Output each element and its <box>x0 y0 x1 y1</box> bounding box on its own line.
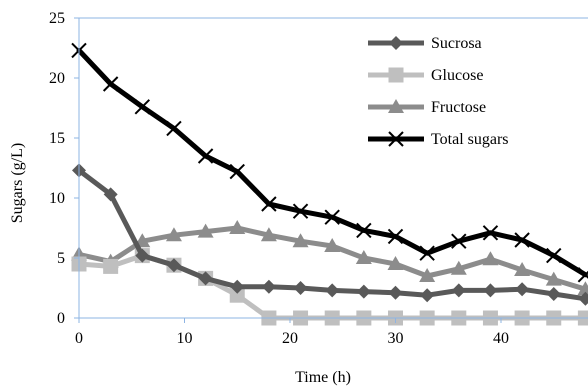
y-tick-label: 10 <box>49 190 65 207</box>
x-tick-label: 30 <box>388 330 404 347</box>
data-point <box>293 281 308 295</box>
data-point <box>103 258 119 274</box>
data-point <box>165 227 182 242</box>
data-point <box>135 248 150 263</box>
x-tick-label: 20 <box>282 330 298 347</box>
x-axis-title: Time (h) <box>295 369 351 386</box>
axes-layer: 0 5 10 15 20 25 0 10 20 30 40 <box>49 10 588 347</box>
y-axis-title: Sugars (g/L) <box>9 143 26 223</box>
data-point <box>356 284 371 299</box>
data-point <box>229 163 245 180</box>
data-point <box>546 247 562 264</box>
x-tick-label: 10 <box>177 330 193 347</box>
data-point <box>325 283 340 298</box>
data-point <box>134 99 151 115</box>
data-point <box>577 281 588 296</box>
data-point <box>545 271 562 286</box>
data-point <box>292 233 309 248</box>
legend: Sucrosa Glucose Fructose Total sugars <box>368 35 509 148</box>
data-point <box>324 238 341 252</box>
data-point <box>514 232 530 248</box>
legend-entry: Sucrosa <box>368 35 482 52</box>
data-point <box>420 288 435 303</box>
data-point <box>387 228 404 245</box>
data-point <box>261 279 276 294</box>
series-fructose <box>71 220 588 296</box>
legend-label: Total sugars <box>431 131 509 148</box>
data-point <box>450 260 467 275</box>
data-point <box>451 233 467 249</box>
data-point <box>483 283 498 298</box>
data-point <box>546 287 561 301</box>
data-point <box>356 222 372 239</box>
data-point <box>451 283 466 298</box>
legend-entry: Total sugars <box>368 131 509 148</box>
data-point <box>324 209 340 225</box>
data-point <box>515 282 530 297</box>
legend-entry: Glucose <box>368 67 483 84</box>
series-sucrosa <box>72 163 588 306</box>
legend-label: Fructose <box>431 99 486 116</box>
y-tick-label: 0 <box>57 310 65 327</box>
data-point <box>261 196 277 212</box>
y-tick-label: 15 <box>49 130 65 147</box>
data-point <box>419 245 435 261</box>
y-tick-label: 25 <box>49 10 65 27</box>
data-point <box>388 285 403 300</box>
data-point <box>355 250 372 264</box>
series-layer <box>71 42 588 326</box>
legend-marker <box>389 36 403 50</box>
legend-label: Glucose <box>431 67 483 84</box>
data-point <box>197 223 214 238</box>
legend-marker <box>388 131 404 147</box>
data-point <box>103 187 118 202</box>
data-point <box>419 268 436 282</box>
data-point <box>197 148 214 164</box>
data-point <box>260 227 277 242</box>
legend-entry: Fructose <box>368 99 486 116</box>
data-point <box>198 271 213 286</box>
legend-marker <box>388 67 404 83</box>
data-point <box>577 267 588 283</box>
data-point <box>229 287 245 303</box>
x-tick-label: 40 <box>493 330 509 347</box>
y-tick-label: 5 <box>57 250 65 267</box>
data-point <box>482 251 499 266</box>
data-point <box>387 256 404 270</box>
data-point <box>230 279 245 294</box>
data-point <box>514 262 531 276</box>
data-point <box>166 258 181 273</box>
data-point <box>292 203 309 219</box>
series-total-sugars <box>71 42 588 283</box>
data-point <box>578 291 588 306</box>
x-tick-label: 0 <box>75 330 83 347</box>
legend-label: Sucrosa <box>431 35 482 52</box>
legend-marker <box>388 99 404 113</box>
data-point <box>482 225 499 241</box>
data-point <box>102 76 119 92</box>
plot-frame <box>78 17 588 319</box>
data-point <box>166 120 182 137</box>
y-tick-label: 20 <box>49 70 65 87</box>
data-point <box>229 220 246 234</box>
